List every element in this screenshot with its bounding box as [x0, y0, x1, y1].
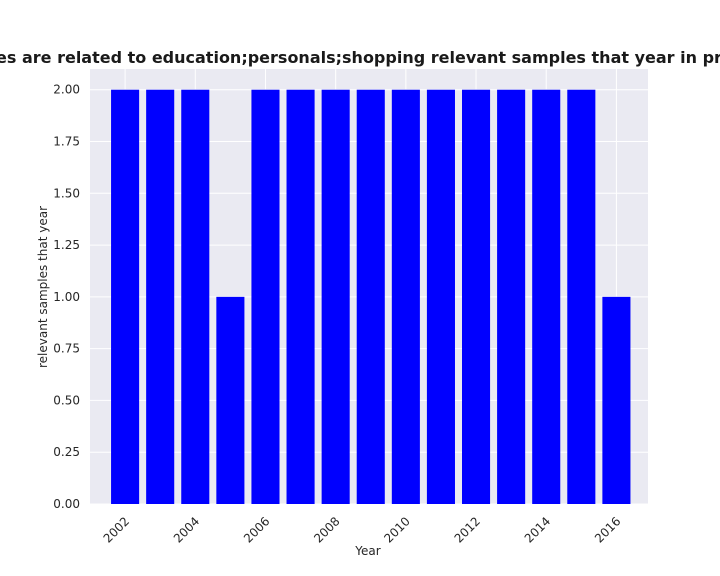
x-tick-labels: 2002 2004 2006 2008 2010 2012 2014 2016 — [101, 514, 624, 545]
y-tick-label: 2.00 — [53, 83, 80, 97]
bar-2002 — [111, 89, 140, 504]
x-axis-label: Year — [354, 544, 380, 558]
bar-2005 — [216, 296, 245, 504]
y-tick-label: 1.75 — [53, 135, 80, 149]
bar-2009 — [356, 89, 385, 504]
y-tick-label: 1.25 — [53, 238, 80, 252]
x-tick-label: 2014 — [522, 514, 553, 545]
bar-2011 — [426, 89, 455, 504]
bar-2007 — [286, 89, 315, 504]
bar-2008 — [321, 89, 350, 504]
bar-2014 — [532, 89, 561, 504]
bars — [111, 89, 631, 504]
bar-2003 — [146, 89, 175, 504]
chart-title: Categories are related to education;pers… — [0, 48, 720, 67]
x-tick-label: 2002 — [101, 514, 132, 545]
x-tick-label: 2010 — [381, 514, 412, 545]
x-tick-label: 2006 — [241, 514, 272, 545]
bar-2012 — [462, 89, 491, 504]
x-tick-label: 2012 — [452, 514, 483, 545]
bar-2010 — [391, 89, 420, 504]
y-tick-label: 1.00 — [53, 290, 80, 304]
y-tick-label: 0.75 — [53, 342, 80, 356]
bar-2006 — [251, 89, 280, 504]
bar-2004 — [181, 89, 210, 504]
y-tick-label: 0.00 — [53, 497, 80, 511]
bar-2015 — [567, 89, 596, 504]
x-tick-label: 2004 — [171, 514, 202, 545]
x-tick-label: 2016 — [592, 514, 623, 545]
y-tick-label: 1.50 — [53, 186, 80, 200]
y-axis-label: relevant samples that year — [36, 206, 50, 368]
y-tick-label: 0.25 — [53, 445, 80, 459]
bar-2016 — [602, 296, 631, 504]
y-tick-label: 0.50 — [53, 393, 80, 407]
bar-2013 — [497, 89, 526, 504]
y-tick-labels: 0.00 0.25 0.50 0.75 1.00 1.25 1.50 1.75 2.00 — [53, 83, 80, 511]
x-tick-label: 2008 — [311, 514, 342, 545]
